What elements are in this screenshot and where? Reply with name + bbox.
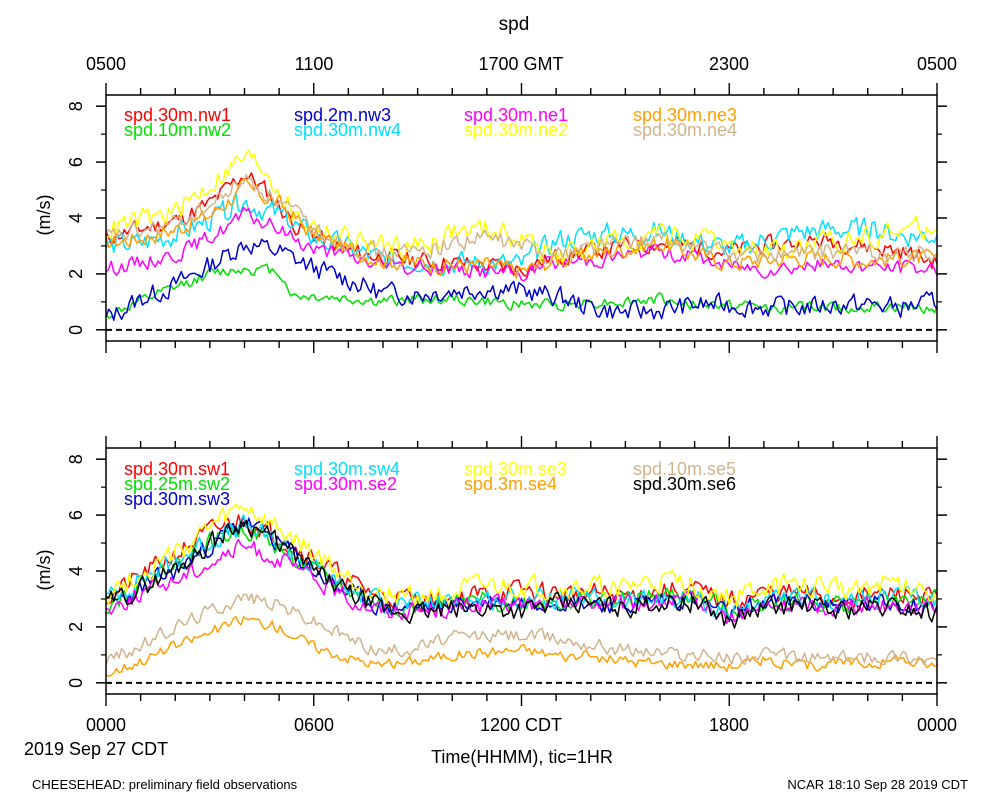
axis-layer: 0 2 4 6 8	[66, 436, 947, 706]
top-tick-label: 0500	[917, 54, 957, 74]
series-line	[105, 192, 938, 276]
x-tick-label: 0000	[86, 715, 126, 735]
y-tick-label: 6	[66, 510, 86, 520]
series-line	[105, 519, 938, 629]
y-tick-label: 6	[66, 157, 86, 167]
series-line	[105, 615, 938, 678]
legend-entry: spd.30m.nw1	[124, 105, 231, 125]
panel-lower: 0 2 4 6 8 (m/s) spd.30m.sw1 spd.25m.sw2 spd.…	[34, 436, 947, 706]
series-line	[105, 238, 938, 321]
legend-entry: spd.30m.se6	[633, 474, 736, 494]
y-tick-label: 4	[66, 213, 86, 223]
series-layer	[105, 149, 938, 321]
x-tick-label: 1200 CDT	[480, 715, 562, 735]
axis-layer: 0 2 4 6 8	[66, 83, 947, 353]
legend-entry: spd.30m.se2	[294, 474, 397, 494]
legend-upper: spd.30m.nw1 spd.10m.nw2 spd.2m.nw3 spd.3…	[124, 105, 737, 140]
legend-lower: spd.30m.sw1 spd.25m.sw2 spd.30m.sw3 spd.…	[124, 459, 736, 509]
y-axis-label: (m/s)	[34, 550, 54, 591]
chart-title: spd	[499, 14, 530, 35]
series-line	[105, 149, 938, 263]
footer-left: CHEESEHEAD: preliminary field observatio…	[32, 777, 298, 792]
legend-entry: spd.3m.se4	[464, 474, 557, 494]
date-label: 2019 Sep 27 CDT	[24, 739, 168, 759]
legend-entry: spd.30m.sw3	[124, 489, 230, 509]
y-tick-label: 8	[66, 101, 86, 111]
series-line	[105, 538, 938, 625]
legend-entry: spd.30m.se3	[464, 459, 567, 479]
top-tick-label: 0500	[86, 54, 126, 74]
x-tick-label: 0000	[917, 715, 957, 735]
series-line	[105, 206, 938, 282]
top-tick-label: 2300	[709, 54, 749, 74]
legend-entry: spd.30m.ne3	[633, 105, 737, 125]
legend-entry: spd.30m.ne4	[633, 120, 737, 140]
legend-entry: spd.30m.ne2	[464, 120, 568, 140]
series-line	[105, 593, 938, 666]
y-tick-label: 8	[66, 454, 86, 464]
top-tick-label: 1700 GMT	[478, 54, 563, 74]
y-tick-label: 0	[66, 325, 86, 335]
legend-entry: spd.30m.nw4	[294, 120, 401, 140]
series-line	[105, 263, 938, 319]
top-tick-label: 1100	[295, 54, 334, 74]
legend-entry: spd.30m.ne1	[464, 105, 568, 125]
panel-upper: 0 2 4 6 8 (m/s) spd.30m.nw1 spd.10m.nw2 spd.…	[34, 83, 947, 353]
legend-entry: spd.10m.nw2	[124, 120, 231, 140]
series-line	[105, 503, 938, 608]
legend-entry: spd.30m.sw1	[124, 459, 230, 479]
y-tick-label: 2	[66, 269, 86, 279]
footer-right: NCAR 18:10 Sep 28 2019 CDT	[787, 777, 968, 792]
x-axis-label: Time(HHMM), tic=1HR	[431, 747, 613, 767]
series-line	[105, 514, 938, 619]
y-tick-label: 2	[66, 622, 86, 632]
legend-entry: spd.10m.se5	[633, 459, 736, 479]
series-layer	[105, 503, 938, 678]
legend-entry: spd.2m.nw3	[294, 105, 391, 125]
series-line	[105, 174, 938, 265]
y-tick-label: 0	[66, 678, 86, 688]
series-line	[105, 172, 938, 278]
x-tick-label: 1800	[709, 715, 749, 735]
legend-entry: spd.30m.sw4	[294, 459, 400, 479]
y-axis-label: (m/s)	[34, 195, 54, 236]
legend-entry: spd.25m.sw2	[124, 474, 230, 494]
x-tick-label: 0600	[294, 715, 334, 735]
y-tick-label: 4	[66, 566, 86, 576]
